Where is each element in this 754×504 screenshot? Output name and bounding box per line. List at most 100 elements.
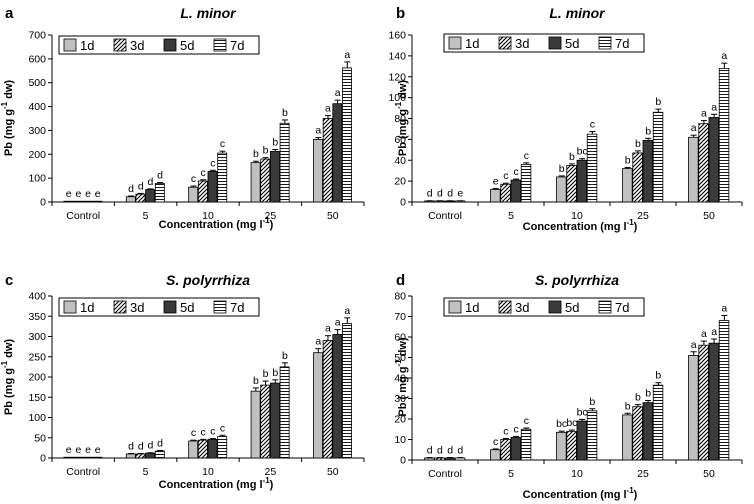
legend-label: 5d (565, 300, 579, 315)
bar-5d (708, 117, 720, 203)
bar-1d (688, 136, 699, 203)
significance-label: d (148, 176, 154, 188)
panel-c: c S. polyrrhiza 0 50 100 150 200 250 300 350 400 Co… (0, 272, 365, 491)
x-tick-label: 25 (637, 468, 649, 480)
x-tick-label: 25 (265, 210, 277, 222)
legend-label: 3d (130, 38, 144, 53)
significance-label: a (315, 125, 321, 137)
legend: 1d 3d 5d 7d (58, 297, 260, 317)
significance-label: a (701, 328, 707, 340)
significance-label: c (513, 423, 518, 435)
significance-label: b (263, 145, 269, 157)
legend-label: 1d (80, 300, 94, 315)
bar-3d (260, 384, 271, 459)
bar-5d (332, 103, 343, 203)
legend-label: 1d (80, 38, 94, 53)
legend-swatch-7d (213, 38, 227, 52)
significance-label: e (85, 188, 91, 200)
y-axis-label-end: dw) (3, 339, 15, 361)
significance-label: d (157, 169, 163, 181)
bar-3d (500, 183, 511, 203)
x-axis-label-end: ) (270, 479, 274, 491)
y-tick-label: 0 (40, 453, 46, 465)
significance-label: b (263, 368, 269, 380)
legend-swatch-3d (113, 300, 127, 314)
bar-1d (490, 449, 501, 461)
significance-label: a (691, 339, 697, 351)
significance-label: d (138, 441, 144, 453)
legend-swatch-5d (548, 36, 562, 50)
significance-label: d (138, 180, 144, 192)
bar-3d (566, 165, 577, 203)
x-tick-label: Control (66, 210, 100, 222)
bar-7d (217, 152, 228, 203)
bar-7d (92, 456, 103, 459)
legend-label: 3d (515, 36, 529, 51)
bar-7d (217, 436, 228, 459)
x-tick-label: 5 (508, 210, 514, 222)
significance-label: d (427, 445, 433, 457)
significance-label: a (344, 49, 350, 61)
bar-5d (145, 452, 156, 459)
x-tick-label: 10 (202, 466, 214, 478)
x-axis-label-text: Concentration (mg l (523, 221, 627, 233)
bar-5d (332, 334, 343, 459)
significance-label: d (128, 441, 134, 453)
y-tick-label: 40 (394, 373, 406, 385)
significance-label: b (625, 155, 631, 167)
y-axis-label: Pb ( mg g-1 dw) (394, 337, 409, 417)
bar-7d (520, 428, 532, 461)
significance-label: c (524, 415, 529, 427)
significance-label: b (645, 388, 651, 400)
bar-1d (125, 453, 136, 459)
significance-label: c (503, 170, 508, 182)
legend-swatch-3d (113, 38, 127, 52)
legend: 1d 3d 5d 7d (443, 297, 645, 317)
significance-label: d (427, 188, 433, 200)
bar-5d (269, 151, 280, 203)
y-tick-label: 40 (394, 155, 406, 167)
legend-label: 3d (515, 300, 529, 315)
y-tick-label: 250 (28, 351, 46, 363)
significance-label: b (253, 148, 259, 160)
x-tick-label: Control (428, 210, 462, 222)
legend-swatch-1d (448, 300, 462, 314)
bar-5d (642, 140, 654, 203)
significance-label: c (220, 138, 225, 150)
significance-label: d (437, 188, 443, 200)
significance-label: a (691, 122, 697, 134)
legend-swatch-3d (498, 300, 512, 314)
significance-label: b (282, 350, 288, 362)
significance-label: e (457, 188, 463, 200)
bar-7d (652, 111, 664, 203)
significance-label: a (701, 108, 707, 120)
bar-3d (632, 406, 643, 461)
significance-label: d (447, 188, 453, 200)
bar-1d (250, 162, 261, 203)
bar-1d (188, 440, 199, 459)
y-tick-label: 30 (394, 393, 406, 405)
panel-b: b L. minor 0 20 40 60 80 100 120 140 160 Control 5 10… (388, 5, 743, 233)
significance-label: b (559, 163, 565, 175)
bar-5d (269, 382, 280, 459)
y-axis-label-text: Pb ( mg g (397, 367, 409, 417)
legend-swatch-3d (498, 36, 512, 50)
x-axis-label-end: ) (634, 221, 638, 233)
bar-3d (135, 453, 146, 459)
significance-label: b (569, 151, 575, 163)
bar-7d (92, 200, 103, 203)
legend-label: 7d (615, 36, 629, 51)
bar-3d (698, 123, 709, 203)
significance-label: b (655, 370, 661, 382)
significance-label: b (635, 138, 641, 150)
legend-label: 5d (180, 300, 194, 315)
significance-label: c (210, 426, 215, 438)
legend-label: 7d (615, 300, 629, 315)
bar-3d (322, 118, 333, 203)
bar-1d (556, 176, 567, 203)
y-axis-label: Pb (mg g-1 dw) (0, 80, 15, 157)
x-tick-label: 5 (143, 210, 149, 222)
y-axis-label-sup: -1 (0, 360, 9, 368)
significance-label: c (191, 173, 196, 185)
bar-7d (279, 122, 290, 203)
